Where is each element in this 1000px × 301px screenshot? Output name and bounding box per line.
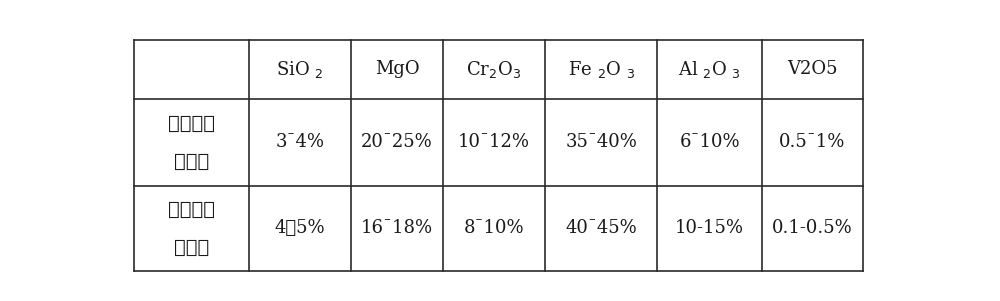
Text: Fe $_{2}$O $_{3}$: Fe $_{2}$O $_{3}$	[568, 59, 635, 80]
Text: 20¯25%: 20¯25%	[361, 133, 433, 151]
Text: 0.1-0.5%: 0.1-0.5%	[772, 219, 853, 237]
Text: 重小）: 重小）	[174, 238, 209, 257]
Text: 6¯10%: 6¯10%	[679, 133, 740, 151]
Text: 3¯4%: 3¯4%	[276, 133, 325, 151]
Text: 40¯45%: 40¯45%	[565, 219, 637, 237]
Text: 返渣（比: 返渣（比	[168, 113, 215, 132]
Text: SiO $_{2}$: SiO $_{2}$	[276, 59, 324, 80]
Text: 8¯10%: 8¯10%	[464, 219, 524, 237]
Text: Al $_{2}$O $_{3}$: Al $_{2}$O $_{3}$	[678, 59, 741, 80]
Text: 16¯18%: 16¯18%	[361, 219, 433, 237]
Text: 馓渣（比: 馓渣（比	[168, 200, 215, 219]
Text: Cr$_{2}$O$_{3}$: Cr$_{2}$O$_{3}$	[466, 59, 521, 80]
Text: MgO: MgO	[375, 60, 419, 78]
Text: V2O5: V2O5	[787, 60, 838, 78]
Text: 35¯40%: 35¯40%	[565, 133, 637, 151]
Text: 4～5%: 4～5%	[275, 219, 325, 237]
Text: 10¯12%: 10¯12%	[458, 133, 530, 151]
Text: 0.5¯1%: 0.5¯1%	[779, 133, 846, 151]
Text: 10-15%: 10-15%	[675, 219, 744, 237]
Text: 重大）: 重大）	[174, 152, 209, 171]
